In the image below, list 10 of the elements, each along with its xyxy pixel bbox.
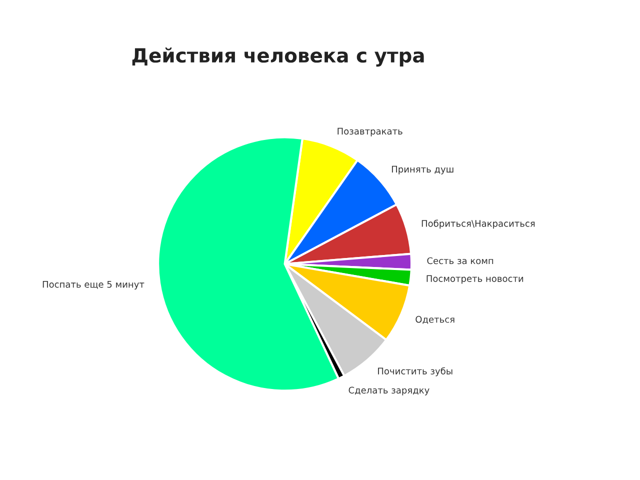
slice-label: Почистить зубы — [378, 367, 452, 376]
slice-label: Принять душ — [392, 166, 454, 174]
slice-label: Позавтракать — [338, 128, 402, 136]
slice-label: Побриться\Накраситься — [422, 220, 535, 229]
chart-title: Действия человека с утра — [132, 48, 424, 67]
slice-label: Сесть за комп — [427, 257, 494, 264]
slice-label: Поспать еще 5 минут — [42, 281, 144, 290]
slice-label: Посмотреть новости — [426, 275, 524, 284]
slice-label: Одеться — [416, 316, 454, 324]
slice-label: Сделать зарядку — [348, 386, 430, 396]
